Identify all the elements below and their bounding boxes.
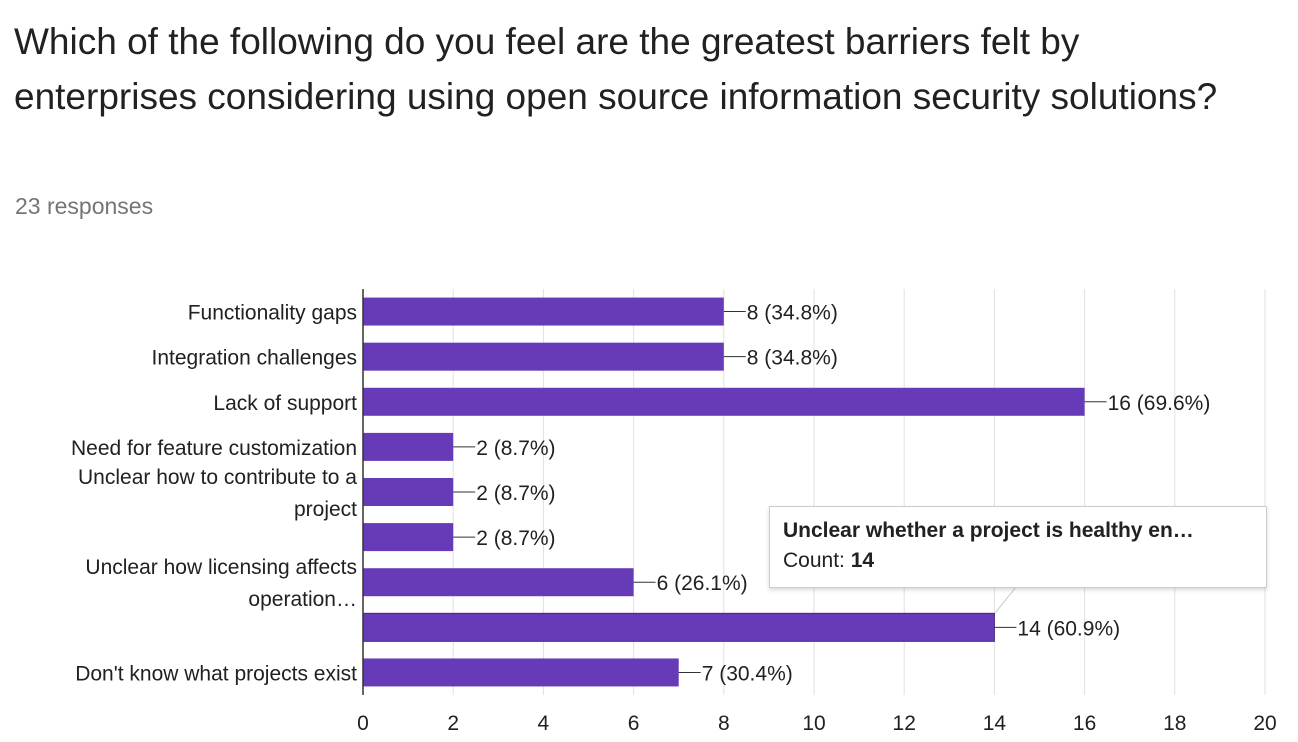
data-label: 6 (26.1%) — [657, 572, 748, 595]
category-label: Lack of support — [213, 392, 357, 415]
x-tick-label: 0 — [357, 712, 369, 735]
bar — [362, 612, 995, 642]
bar — [363, 387, 1085, 416]
x-tick-label: 10 — [802, 712, 825, 735]
chart-tooltip: Unclear whether a project is healthy en…… — [769, 506, 1267, 588]
response-count: 23 responses — [15, 193, 154, 219]
bar — [363, 658, 679, 687]
category-label: Unclear how to contribute to a — [78, 466, 357, 489]
category-label: Need for feature customization — [71, 437, 357, 460]
data-label: 2 (8.7%) — [476, 437, 555, 460]
x-tick-label: 14 — [983, 712, 1007, 735]
category-label: Unclear how licensing affects — [85, 556, 357, 579]
category-label: Functionality gaps — [188, 302, 357, 325]
bar — [363, 523, 454, 552]
x-tick-label: 18 — [1163, 712, 1186, 735]
data-label: 8 (34.8%) — [747, 302, 838, 325]
x-tick-label: 8 — [718, 712, 730, 735]
x-tick-label: 16 — [1073, 712, 1096, 735]
data-label: 8 (34.8%) — [747, 347, 838, 370]
x-tick-label: 20 — [1253, 712, 1276, 735]
bar — [363, 478, 454, 506]
data-label: 16 (69.6%) — [1108, 392, 1211, 415]
x-tick-label: 4 — [538, 712, 550, 735]
tooltip-count-label: Count: — [783, 549, 845, 572]
category-label: operation… — [248, 588, 357, 611]
tooltip-count-value: 14 — [850, 549, 875, 572]
tooltip-title: Unclear whether a project is healthy en… — [783, 519, 1194, 542]
data-label: 7 (30.4%) — [702, 662, 793, 685]
bar — [363, 432, 454, 461]
bar — [363, 297, 724, 326]
bar — [363, 342, 724, 371]
data-label: 14 (60.9%) — [1017, 617, 1120, 640]
category-label: Don't know what projects exist — [75, 662, 357, 685]
question-title: Which of the following do you feel are t… — [14, 21, 1218, 117]
data-label: 2 (8.7%) — [476, 527, 555, 550]
category-label: project — [294, 498, 357, 521]
x-tick-label: 6 — [628, 712, 640, 735]
x-tick-label: 12 — [893, 712, 916, 735]
data-label: 2 (8.7%) — [476, 482, 555, 505]
tooltip-count-row: Count: 14 — [783, 545, 1253, 577]
bar — [363, 568, 634, 597]
category-label: Integration challenges — [152, 347, 357, 370]
x-tick-label: 2 — [447, 712, 459, 735]
